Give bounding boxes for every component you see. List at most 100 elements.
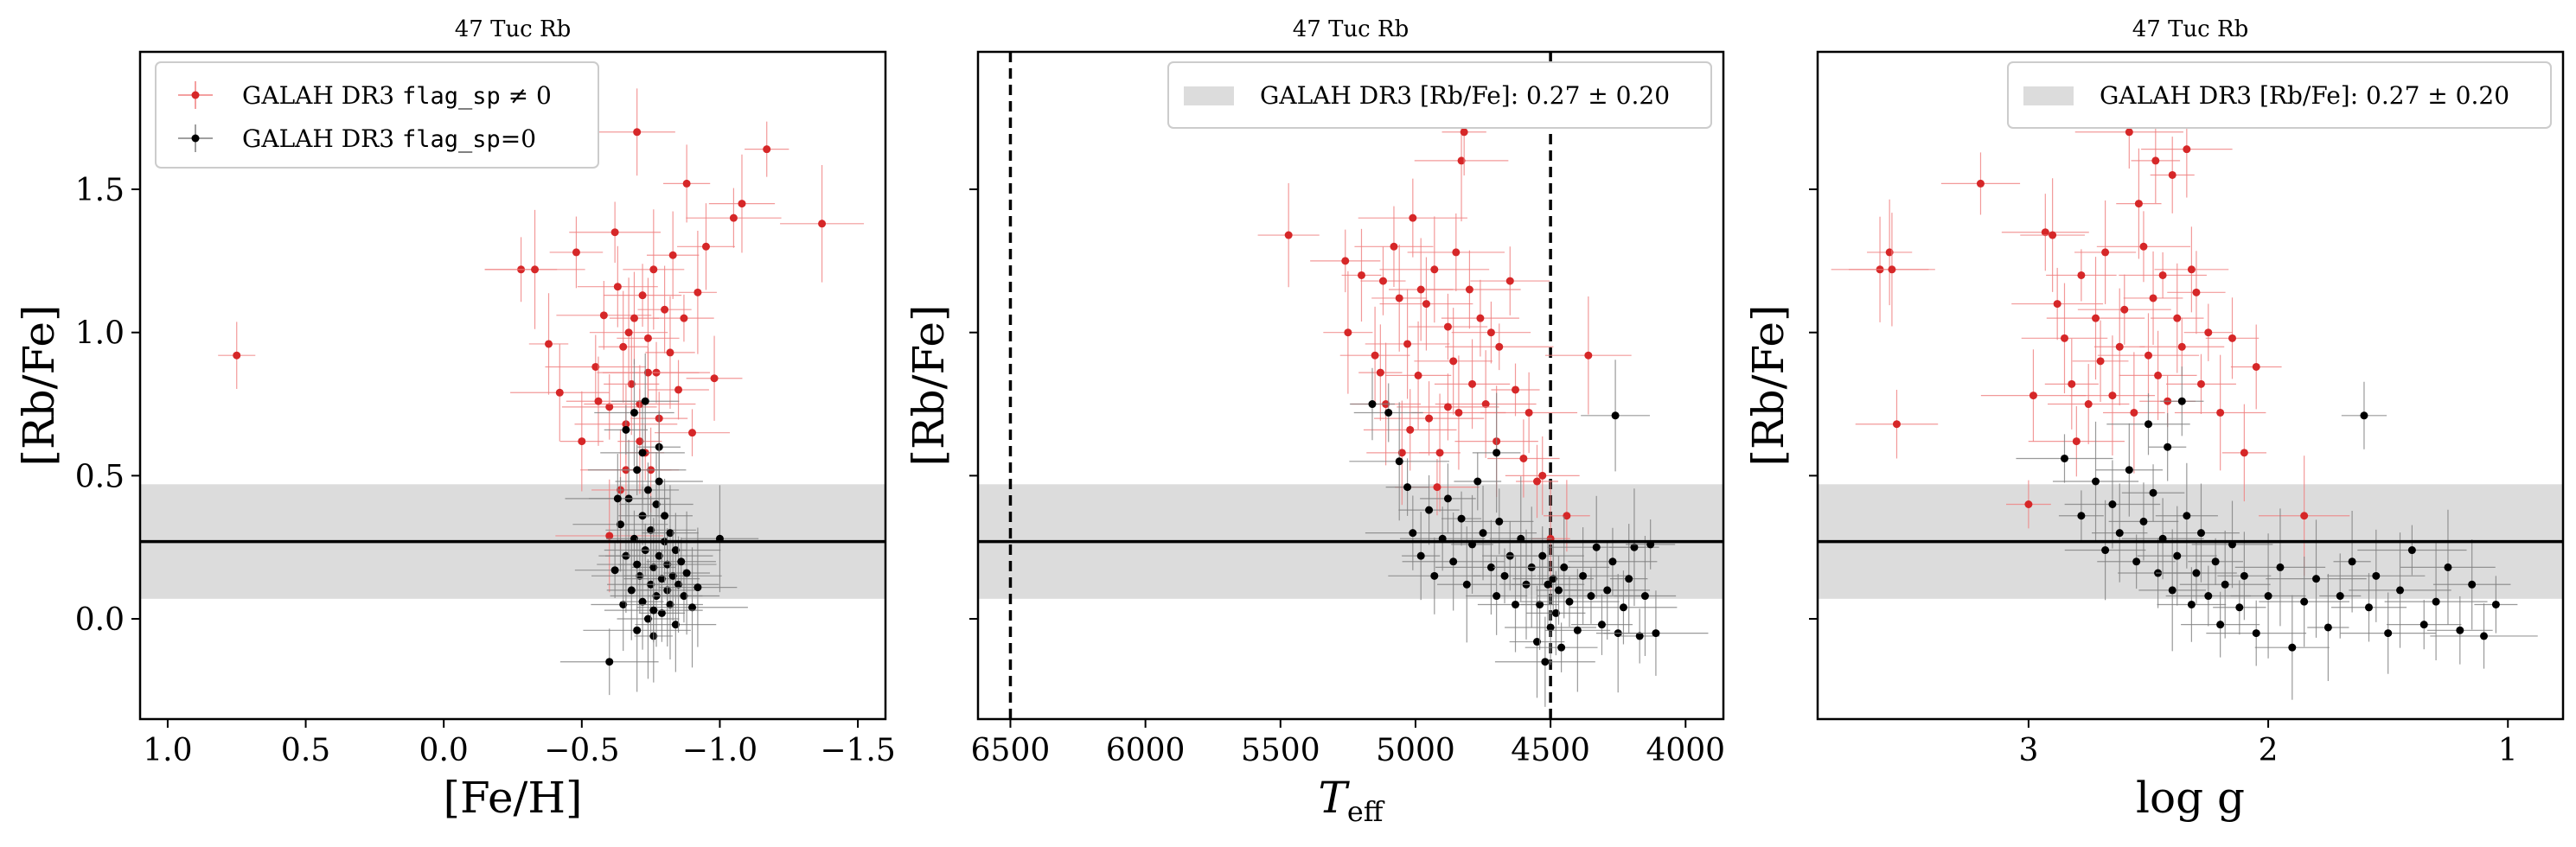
data-point xyxy=(1560,563,1569,571)
data-point xyxy=(701,242,710,251)
data-point xyxy=(2132,557,2141,566)
x-axis-label: Teff xyxy=(1318,773,1384,828)
x-tick-label: 2 xyxy=(2259,733,2279,768)
data-point xyxy=(1525,408,1533,417)
data-point xyxy=(763,145,771,154)
data-point xyxy=(636,437,644,446)
data-point xyxy=(555,388,564,397)
x-tick-label: 0.5 xyxy=(281,733,330,768)
data-point xyxy=(2336,592,2344,601)
data-point xyxy=(1565,597,1574,606)
data-point xyxy=(1533,477,1541,486)
data-point xyxy=(1454,408,1463,417)
data-point xyxy=(2108,392,2117,400)
data-point xyxy=(2252,629,2260,638)
x-tick-label: 1.0 xyxy=(143,733,192,768)
data-point xyxy=(1409,529,1417,538)
data-point xyxy=(671,546,680,555)
data-point xyxy=(2396,586,2405,595)
data-point xyxy=(671,621,680,629)
data-point xyxy=(2060,454,2068,462)
data-point xyxy=(1579,571,1588,580)
data-point xyxy=(599,311,608,320)
data-point xyxy=(649,563,658,571)
data-point xyxy=(2077,271,2086,279)
data-point xyxy=(688,603,697,612)
x-tick-label: 6000 xyxy=(1106,733,1186,768)
data-point xyxy=(1652,629,1660,638)
legend-box xyxy=(155,61,599,169)
data-point xyxy=(2240,449,2248,457)
data-point xyxy=(2173,551,2182,560)
data-point xyxy=(1549,575,1557,583)
data-point xyxy=(1557,643,1566,652)
data-point xyxy=(2364,603,2373,612)
data-point xyxy=(657,608,666,617)
data-point xyxy=(2288,643,2297,652)
data-point xyxy=(680,592,688,601)
data-point xyxy=(1397,449,1406,457)
plot-area xyxy=(140,88,885,696)
data-point xyxy=(2276,563,2285,571)
data-point xyxy=(818,220,827,228)
data-point xyxy=(2068,379,2076,388)
data-point xyxy=(688,429,697,437)
data-point xyxy=(2196,529,2205,538)
data-point xyxy=(630,314,638,322)
data-point xyxy=(1443,322,1452,331)
data-point xyxy=(2139,242,2148,251)
data-point xyxy=(2183,145,2191,154)
data-point xyxy=(2041,228,2049,237)
plot-area xyxy=(978,52,1723,719)
data-point xyxy=(2115,529,2124,538)
data-point xyxy=(605,532,614,540)
data-point xyxy=(694,288,702,296)
data-point xyxy=(2491,600,2500,608)
legend-patch xyxy=(1184,86,1234,105)
data-point xyxy=(2108,500,2117,509)
data-point xyxy=(610,228,619,237)
data-point xyxy=(738,200,746,208)
axes-frame xyxy=(976,50,1725,721)
data-point xyxy=(619,600,628,608)
legend-label-clean: GALAH DR3 flag_sp=0 xyxy=(242,124,536,153)
data-point xyxy=(1486,563,1495,571)
data-point xyxy=(617,520,625,529)
legend-patch xyxy=(2023,86,2074,105)
data-point xyxy=(1468,379,1477,388)
data-point xyxy=(2183,512,2191,520)
data-point xyxy=(1449,357,1458,366)
x-tick-label: 5000 xyxy=(1376,733,1455,768)
data-point xyxy=(2384,629,2393,638)
data-point xyxy=(2096,357,2105,366)
data-point xyxy=(1395,294,1403,302)
x-tick-label: 0.0 xyxy=(419,733,469,768)
data-point xyxy=(1546,623,1555,632)
data-point xyxy=(2139,517,2148,525)
data-point xyxy=(643,368,652,377)
data-point xyxy=(2101,248,2110,257)
data-point xyxy=(2168,170,2176,179)
data-point xyxy=(674,580,683,589)
data-point xyxy=(1495,342,1504,351)
axes-frame xyxy=(138,50,887,721)
data-point xyxy=(1384,408,1393,417)
data-point xyxy=(1640,592,1649,601)
data-point xyxy=(1403,483,1412,492)
plot-area xyxy=(1818,95,2563,700)
data-point xyxy=(1341,257,1350,265)
data-point xyxy=(1584,351,1593,360)
data-point xyxy=(1414,371,1422,379)
data-point xyxy=(605,658,614,666)
data-point xyxy=(641,397,649,405)
data-point xyxy=(1587,592,1595,601)
data-point xyxy=(233,351,241,360)
x-tick-label: 4500 xyxy=(1511,733,1590,768)
data-point xyxy=(1425,414,1434,423)
data-point xyxy=(647,525,655,534)
data-point xyxy=(1544,580,1552,589)
data-point xyxy=(531,265,540,274)
data-point xyxy=(2216,408,2225,417)
data-point xyxy=(1422,300,1430,309)
data-point xyxy=(674,385,683,394)
